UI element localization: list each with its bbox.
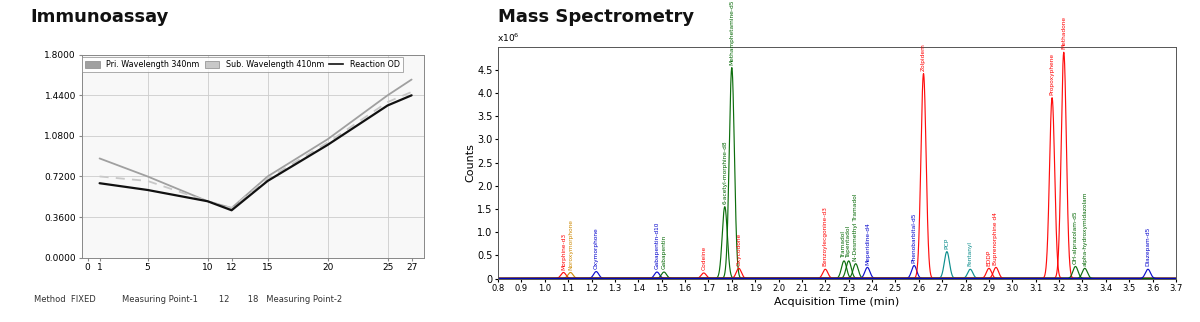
- Text: Tapentadol: Tapentadol: [846, 226, 851, 258]
- Text: Morphine-d3: Morphine-d3: [560, 232, 566, 270]
- Text: x10$^6$: x10$^6$: [497, 32, 520, 44]
- Text: PCP: PCP: [944, 238, 949, 249]
- Text: Phenobarbital-d5: Phenobarbital-d5: [912, 212, 917, 263]
- Text: Noroxymorphone: Noroxymorphone: [568, 219, 572, 270]
- Text: Methamphetamine-d5: Methamphetamine-d5: [730, 0, 734, 65]
- Legend: Pri. Wavelength 340nm, Sub. Wavelength 410nm, Reaction OD: Pri. Wavelength 340nm, Sub. Wavelength 4…: [83, 57, 403, 72]
- Text: Buprenorphine d4: Buprenorphine d4: [994, 212, 998, 265]
- Text: Meperidine-d4: Meperidine-d4: [865, 222, 870, 265]
- Text: Gabapentin-d10: Gabapentin-d10: [654, 222, 660, 269]
- Text: Benzoylecgonine-d3: Benzoylecgonine-d3: [823, 207, 828, 267]
- Text: alpha-hydroxymidazolam: alpha-hydroxymidazolam: [1082, 191, 1087, 266]
- Text: Tramadol: Tramadol: [841, 231, 846, 258]
- Text: Diazepam-d5: Diazepam-d5: [1146, 227, 1151, 267]
- Text: Codeine: Codeine: [701, 246, 707, 270]
- X-axis label: Acquisition Time (min): Acquisition Time (min): [774, 297, 900, 307]
- Text: Fentanyl: Fentanyl: [967, 242, 973, 267]
- Text: Method  FIXED          Measuring Point-1        12       18   Measuring Point-2: Method FIXED Measuring Point-1 12 18 Mea…: [34, 295, 342, 304]
- Text: Methadone: Methadone: [1061, 16, 1067, 50]
- Text: 6-acetyl-morphine-d8: 6-acetyl-morphine-d8: [722, 140, 727, 204]
- Text: N-Desmethyl Tramadol: N-Desmethyl Tramadol: [853, 194, 858, 261]
- Text: Mass Spectrometry: Mass Spectrometry: [498, 8, 694, 26]
- Text: Immunoassay: Immunoassay: [30, 8, 168, 26]
- Text: Gabapentin: Gabapentin: [661, 235, 666, 269]
- Text: OH-alprazolam-d5: OH-alprazolam-d5: [1073, 210, 1078, 264]
- Text: Zolpidem: Zolpidem: [922, 43, 926, 71]
- Text: EDDP: EDDP: [986, 249, 991, 266]
- Text: Oxymorphone: Oxymorphone: [594, 227, 599, 269]
- Text: Oxycodone: Oxycodone: [737, 232, 742, 266]
- Y-axis label: Counts: Counts: [466, 143, 475, 182]
- Text: Propoxyphene: Propoxyphene: [1050, 53, 1055, 95]
